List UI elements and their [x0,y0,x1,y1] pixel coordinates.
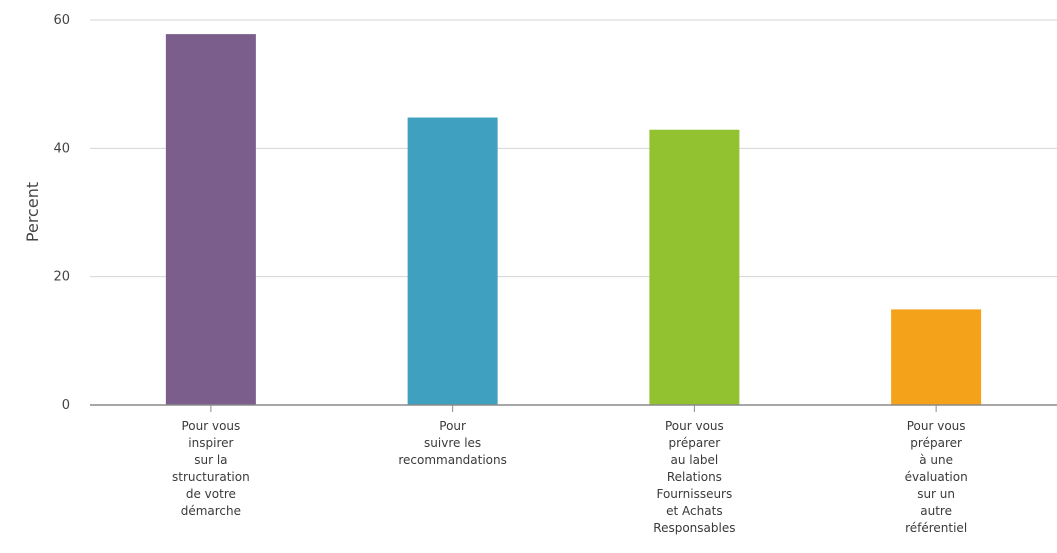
x-tick-label: Pour vous préparer au label Relations Fourni… [653,419,735,535]
bars [165,34,982,406]
bar [165,34,256,405]
category-labels: Pour vous inspirer sur la structuration de v… [172,419,968,535]
bar [407,117,498,406]
y-axis-ticks: 0 20 40 60 [53,13,70,413]
y-tick-label: 60 [53,13,70,28]
x-tick-label: Pour vous préparer à une évaluation sur un au… [905,419,968,535]
bar [891,309,982,405]
x-axis-ticks [210,405,937,412]
bar [649,129,740,405]
x-tick-label: Pour suivre les recommandations [398,419,507,467]
y-tick-label: 0 [62,398,70,413]
y-axis-title: Percent [23,182,42,242]
y-tick-label: 20 [53,270,70,285]
y-tick-label: 40 [53,141,70,156]
x-tick-label: Pour vous inspirer sur la structuration de v… [172,419,250,518]
